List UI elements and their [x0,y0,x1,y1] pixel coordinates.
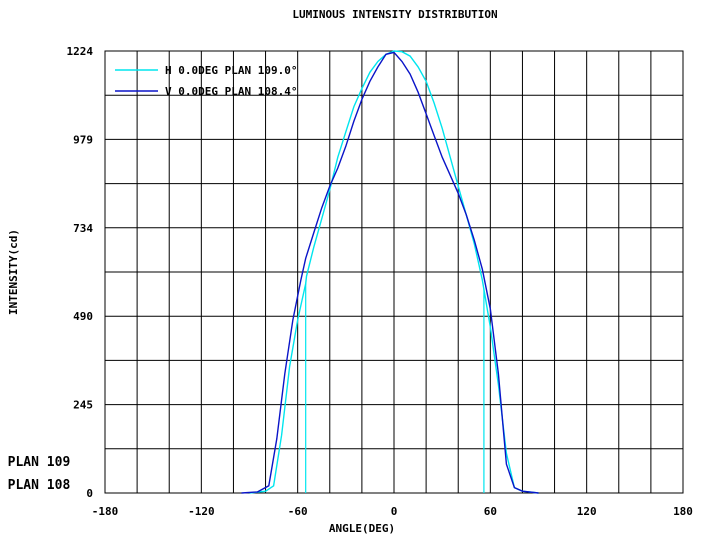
overflow-label-2: G PLAN 108 [0,478,70,493]
grid [105,51,683,493]
x-tick-label: -180 [92,505,119,518]
x-tick-label: 180 [673,505,693,518]
y-tick-label: 0 [86,487,93,500]
x-axis-label: ANGLE(DEG) [329,522,395,535]
x-axis-tick-labels: -180 -120 -60 0 60 120 180 [92,505,693,518]
legend-label: V 0.0DEG PLAN 108.4° [165,85,297,98]
x-tick-label: -60 [288,505,308,518]
y-tick-label: 1224 [67,45,94,58]
y-tick-label: 979 [73,133,93,146]
y-axis-label: INTENSITY(cd) [7,229,20,315]
y-axis-tick-labels: 0 245 490 734 979 1224 [67,45,94,500]
chart-title: LUMINOUS INTENSITY DISTRIBUTION [292,8,497,21]
series-lines [241,50,539,494]
x-tick-label: -120 [188,505,215,518]
y-tick-label: 734 [73,222,93,235]
y-tick-label: 245 [73,399,93,412]
x-tick-label: 0 [391,505,398,518]
legend-label: H 0.0DEG PLAN 109.0° [165,64,297,77]
legend: H 0.0DEG PLAN 109.0° V 0.0DEG PLAN 108.4° [115,64,297,98]
y-tick-label: 490 [73,310,93,323]
x-tick-label: 120 [577,505,597,518]
overflow-label-1: G PLAN 109 [0,455,70,470]
x-tick-label: 60 [484,505,497,518]
series-line-2 [241,51,539,494]
